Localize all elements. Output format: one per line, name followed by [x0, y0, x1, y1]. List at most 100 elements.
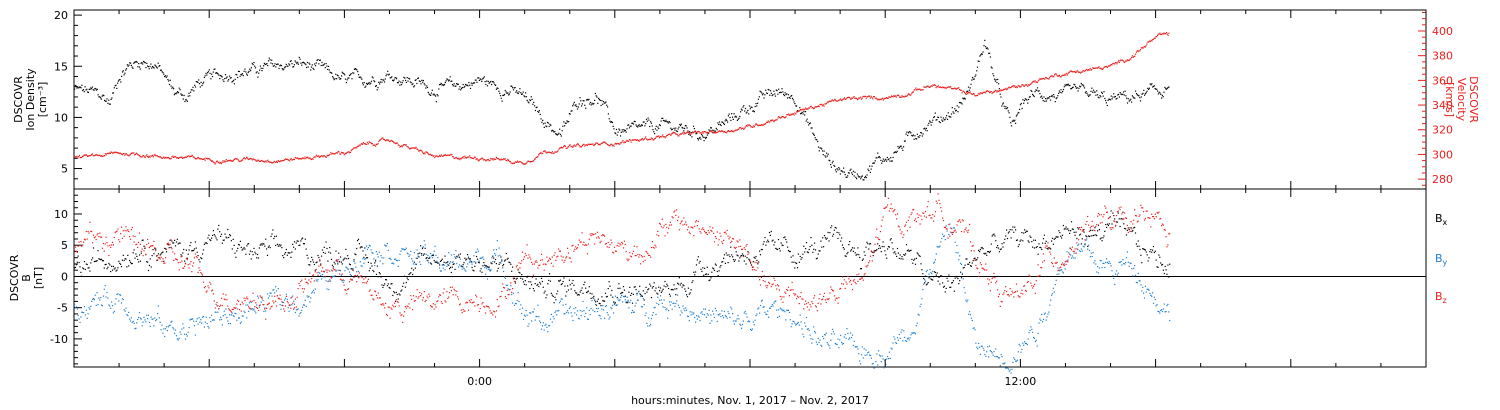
- b-y-point: [932, 270, 934, 272]
- ion-density-point: [200, 81, 202, 83]
- b-x-point: [522, 281, 525, 283]
- b-x-point: [1053, 238, 1055, 240]
- b-x-point: [883, 246, 885, 248]
- b-x-point: [482, 265, 484, 267]
- velocity-point: [1049, 75, 1052, 78]
- velocity-point: [1062, 74, 1064, 76]
- velocity-point: [289, 160, 291, 162]
- b-x-point: [342, 259, 344, 261]
- ion-density-point: [181, 94, 184, 96]
- ion-density-point: [1017, 112, 1019, 114]
- velocity-point: [501, 159, 503, 161]
- velocity-point: [110, 151, 112, 153]
- ion-density-point: [756, 105, 758, 107]
- b-y-point: [284, 297, 287, 299]
- velocity-point: [500, 158, 502, 160]
- ion-density-point: [240, 73, 242, 76]
- velocity-point: [359, 145, 361, 147]
- ion-density-point: [956, 105, 958, 107]
- b-y-point: [522, 318, 525, 320]
- velocity-point: [993, 91, 995, 93]
- ion-density-point: [333, 79, 335, 81]
- velocity-point: [611, 143, 613, 145]
- ion-density-point: [687, 131, 689, 133]
- ion-density-point: [1161, 97, 1163, 99]
- b-y-point: [598, 314, 600, 316]
- b-y-point: [178, 337, 180, 339]
- b-x-point: [382, 286, 384, 288]
- velocity-point: [842, 98, 844, 100]
- ion-density-point: [628, 124, 630, 126]
- velocity-point: [521, 162, 523, 164]
- ion-density-point: [1047, 97, 1049, 99]
- b-y-point: [330, 269, 333, 271]
- b-x-point: [933, 271, 936, 273]
- b-y-point: [714, 307, 716, 310]
- velocity-point: [415, 146, 417, 148]
- b-x-point: [462, 264, 464, 266]
- b-x-point: [551, 294, 553, 296]
- velocity-point: [380, 138, 382, 140]
- b-y-point: [818, 341, 820, 344]
- b-x-point: [934, 271, 936, 274]
- b-x-point: [1101, 240, 1103, 242]
- b-x-point: [1117, 212, 1119, 214]
- velocity-point: [146, 154, 148, 156]
- b-x-point: [667, 285, 669, 287]
- ion-density-point: [383, 79, 385, 81]
- ion-density-point: [448, 80, 450, 82]
- ion-density-point: [788, 96, 790, 99]
- velocity-point: [267, 160, 270, 163]
- ion-density-point: [566, 120, 568, 122]
- ion-density-point: [483, 76, 485, 78]
- b-x-point: [640, 293, 642, 295]
- velocity-point: [1073, 71, 1075, 73]
- velocity-point: [75, 156, 77, 158]
- ion-density-point: [559, 133, 562, 135]
- b-x-point: [492, 255, 494, 257]
- b-x-point: [996, 246, 998, 249]
- b-x-point: [645, 286, 647, 288]
- b-y-point: [285, 293, 287, 295]
- velocity-point: [346, 151, 348, 154]
- velocity-point: [505, 159, 507, 162]
- ion-density-point: [936, 119, 938, 121]
- b-x-point: [430, 262, 432, 264]
- b-x-point: [677, 283, 680, 285]
- ion-density-point: [1123, 94, 1125, 96]
- b-y-point: [268, 295, 270, 297]
- ion-density-point: [80, 87, 82, 89]
- ion-density-point: [472, 82, 474, 84]
- ion-density-point: [1144, 94, 1146, 96]
- velocity-point: [233, 159, 235, 161]
- ion-density-point: [503, 93, 506, 96]
- velocity-point: [582, 143, 584, 146]
- b-y-point: [764, 311, 766, 313]
- velocity-point: [945, 87, 947, 89]
- b-y-point: [430, 252, 432, 255]
- b-y-point: [627, 299, 629, 301]
- ion-density-point: [233, 79, 235, 81]
- ion-density-point: [119, 79, 121, 81]
- velocity-point: [80, 157, 82, 159]
- velocity-point: [709, 130, 711, 132]
- ion-density-point: [228, 79, 230, 81]
- ion-density-point: [924, 129, 927, 131]
- b-x-point: [421, 247, 424, 250]
- b-y-point: [879, 355, 881, 357]
- velocity-point: [202, 158, 204, 160]
- b-x-point: [839, 234, 841, 236]
- velocity-point: [718, 130, 720, 132]
- velocity-point: [422, 151, 424, 153]
- velocity-point: [300, 158, 302, 160]
- b-x-point: [967, 263, 969, 265]
- velocity-point: [1082, 70, 1084, 72]
- b-x-point: [628, 291, 630, 293]
- velocity-point: [1121, 59, 1123, 61]
- b-y-point: [151, 318, 153, 320]
- velocity-point: [1162, 33, 1164, 35]
- ion-density-point: [242, 75, 244, 77]
- b-x-point: [469, 258, 471, 260]
- b-y-point: [408, 255, 410, 257]
- b-x-point: [658, 286, 660, 288]
